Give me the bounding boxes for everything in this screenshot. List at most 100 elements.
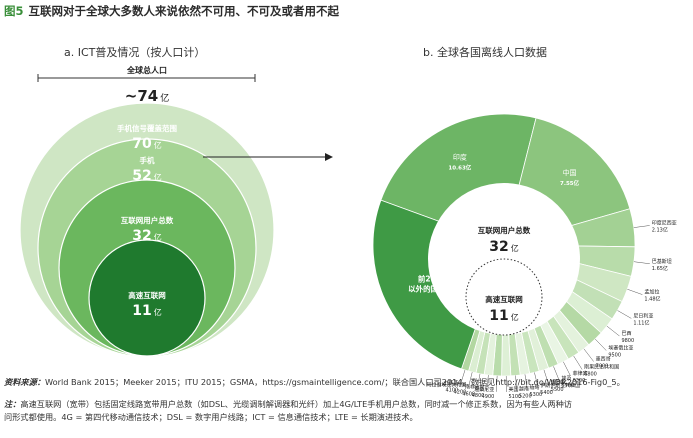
slice-value-3: 2.13亿 xyxy=(652,226,668,233)
inner-dotted-circle xyxy=(465,258,543,336)
source-key: 资料来源： xyxy=(4,377,45,387)
level-label-3: 互联网用户总数 xyxy=(121,215,174,225)
slice-value-21: 4200 xyxy=(454,390,467,396)
slice-value-15: 5300 xyxy=(529,392,542,398)
slice-name-8: 埃塞俄比亚 xyxy=(608,345,633,352)
total-bracket xyxy=(37,74,256,82)
center-label: 互联网用户总数 xyxy=(478,225,531,235)
slice-name-20: 南非 xyxy=(465,384,475,391)
slice-name-1: 印度 xyxy=(453,153,467,162)
slice-value-10: 6800 xyxy=(584,372,597,378)
slice-value-22: 4100 xyxy=(445,387,458,393)
leader-13 xyxy=(543,369,550,386)
total-value-text: ~74 亿 xyxy=(125,87,169,105)
level-value-1: 70 亿 xyxy=(132,136,161,152)
leader-20 xyxy=(476,373,481,390)
slice-name-19: 泰国 xyxy=(474,385,484,392)
slice-label-23-1: 前20 xyxy=(418,274,436,284)
slice-value-2: 7.55亿 xyxy=(560,179,580,187)
total-unit: 亿 xyxy=(160,92,169,104)
note-key: 注： xyxy=(4,399,21,409)
level-label-4: 高速互联网 xyxy=(128,290,166,300)
note-line-1: 高速互联网（宽带）包括固定线路宽带用户总数（如DSL、光缆调制解调器和光纤）加上… xyxy=(20,399,572,409)
panel-a-title: a. ICT普及情况（按人口计） xyxy=(64,46,206,59)
circle-level-4 xyxy=(88,239,206,357)
slice-name-9: 墨西哥 xyxy=(596,357,611,363)
panel-b-title: b. 全球各国离线人口数据 xyxy=(423,46,547,59)
leader-10 xyxy=(573,355,583,370)
leader-3 xyxy=(633,225,650,228)
slice-name-2: 中国 xyxy=(563,168,577,177)
slice-value-13: 5500 xyxy=(551,387,564,393)
slice-value-7: 9800 xyxy=(621,338,634,344)
center-value: 32 亿 xyxy=(489,239,518,255)
slice-value-17: 5100 xyxy=(508,394,521,400)
slice-value-8: 9500 xyxy=(608,353,621,359)
source-note: 资料来源：World Bank 2015；Meeker 2015；ITU 201… xyxy=(4,376,625,389)
level-value-3: 32 亿 xyxy=(132,228,161,244)
slice-name-21: 阿拉伯埃及共和国 xyxy=(426,382,466,389)
leader-19 xyxy=(486,375,489,391)
slice-name-6: 尼日利亚 xyxy=(633,312,653,319)
leader-4 xyxy=(633,261,650,265)
level-value-4: 11 亿 xyxy=(132,303,161,319)
level-value-2: 52 亿 xyxy=(132,168,161,184)
slice-value-6: 1.11亿 xyxy=(633,319,649,326)
leader-16 xyxy=(515,375,518,392)
leader-22 xyxy=(459,369,466,386)
slice-value-16: 5200 xyxy=(519,393,532,399)
figure-label: 图5 xyxy=(4,4,24,18)
connector-arrow xyxy=(203,153,333,161)
slice-value-9: 7000 xyxy=(596,364,609,370)
slice-name-11: 菲律宾 xyxy=(573,370,588,377)
slice-name-15: 缅甸 xyxy=(529,384,539,391)
slice-name-17: 美国 xyxy=(508,386,518,393)
inner-value: 11 亿 xyxy=(489,308,518,324)
slice-name-10: 刚果民主共和国 xyxy=(584,364,619,371)
leader-8 xyxy=(595,338,607,351)
leader-21 xyxy=(468,372,473,388)
leader-18 xyxy=(496,375,498,392)
slice-name-18: 坦桑尼亚 xyxy=(474,386,494,393)
slice-value-4: 1.65亿 xyxy=(652,265,668,272)
slice-name-13: 俄罗斯 xyxy=(551,379,566,386)
slice-name-14: 伊朗伊斯兰共和国 xyxy=(540,382,580,389)
leader-12 xyxy=(553,366,560,382)
slice-name-7: 巴西 xyxy=(621,331,631,337)
slice-value-1: 10.63亿 xyxy=(448,164,471,172)
slice-value-11: 6300 xyxy=(573,378,586,384)
slice-name-4: 巴基斯坦 xyxy=(652,258,672,265)
slice-name-3: 印度尼西亚 xyxy=(652,219,677,226)
source-text: World Bank 2015；Meeker 2015；ITU 2015；GSM… xyxy=(44,377,625,387)
slice-name-12: 埃及 xyxy=(561,375,571,382)
figure-title: 图5 互联网对于全球大多数人来说依然不可用、不可及或者用不起 xyxy=(4,3,339,19)
figure-title-text: 互联网对于全球大多数人来说依然不可用、不可及或者用不起 xyxy=(28,4,340,18)
footnote: 注：高速互联网（宽带）包括固定线路宽带用户总数（如DSL、光缆调制解调器和光纤）… xyxy=(4,398,572,411)
level-label-2: 手机 xyxy=(140,155,155,165)
leader-5 xyxy=(627,288,643,295)
inner-label: 高速互联网 xyxy=(485,294,523,304)
slice-value-12: 5700 xyxy=(561,383,574,389)
level-label-1: 手机信号覆盖范围 xyxy=(117,123,177,133)
leader-7 xyxy=(606,325,620,337)
slice-value-19: 4800 xyxy=(472,393,485,399)
slice-label-23-2: 以外的国家 xyxy=(408,284,446,294)
slice-name-16: 越南 xyxy=(519,385,529,392)
slice-name-22: 土耳其 xyxy=(443,379,458,386)
slice-value-5: 1.48亿 xyxy=(644,296,660,303)
footnote-line-2: 问形式都使用。4G = 第四代移动通信技术；DSL = 数字用户线路；ICT =… xyxy=(4,412,418,422)
leader-6 xyxy=(617,310,632,319)
leader-15 xyxy=(524,374,528,391)
slice-value-14: 5400 xyxy=(540,390,553,396)
slice-value-20: 4600 xyxy=(462,392,475,398)
leader-9 xyxy=(583,348,594,362)
total-label: 全球总人口 xyxy=(126,65,167,75)
total-value: ~74 xyxy=(125,87,158,105)
leader-14 xyxy=(534,372,539,389)
slice-name-5: 孟加拉 xyxy=(644,289,659,296)
slice-value-18: 4900 xyxy=(482,394,495,400)
